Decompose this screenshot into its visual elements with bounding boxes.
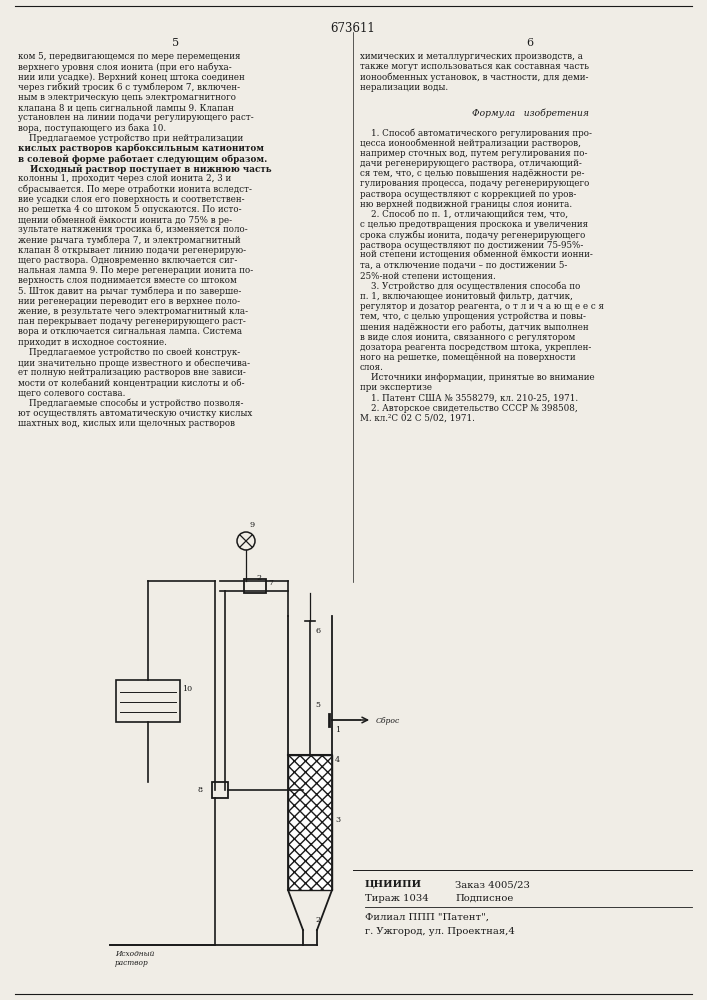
Text: приходит в исходное состояние.: приходит в исходное состояние. xyxy=(18,338,167,347)
Text: Сброс: Сброс xyxy=(376,717,400,725)
Bar xyxy=(244,579,266,593)
Text: щего раствора. Одновременно включается сиг-: щего раствора. Одновременно включается с… xyxy=(18,256,238,265)
Text: также могут использоваться как составная часть: также могут использоваться как составная… xyxy=(360,62,589,71)
Text: регулятор и дозатор реагента, о т л и ч а ю щ е е с я: регулятор и дозатор реагента, о т л и ч … xyxy=(360,302,604,311)
Text: ет полную нейтрализацию растворов вне зависи-: ет полную нейтрализацию растворов вне за… xyxy=(18,368,246,377)
Text: шахтных вод, кислых или щелочных растворов: шахтных вод, кислых или щелочных раствор… xyxy=(18,419,235,428)
Text: слоя.: слоя. xyxy=(360,363,384,372)
Text: 6: 6 xyxy=(315,627,320,635)
Text: Подписное: Подписное xyxy=(455,894,513,903)
Text: ют осуществлять автоматическую очистку кислых: ют осуществлять автоматическую очистку к… xyxy=(18,409,252,418)
Text: 6: 6 xyxy=(527,38,534,48)
Text: ню верхней подвижной границы слоя ионита.: ню верхней подвижной границы слоя ионита… xyxy=(360,200,572,209)
Text: колонны 1, проходит через слой ионита 2, 3 и: колонны 1, проходит через слой ионита 2,… xyxy=(18,174,231,183)
Text: мости от колебаний концентрации кислоты и об-: мости от колебаний концентрации кислоты … xyxy=(18,378,245,388)
Text: Филиал ППП "Патент",: Филиал ППП "Патент", xyxy=(365,913,489,922)
Text: вие усадки слоя его поверхность и соответствен-: вие усадки слоя его поверхность и соотве… xyxy=(18,195,245,204)
Text: клапана 8 и цепь сигнальной лампы 9. Клапан: клапана 8 и цепь сигнальной лампы 9. Кла… xyxy=(18,103,234,112)
Polygon shape xyxy=(288,755,332,890)
Text: Заказ 4005/23: Заказ 4005/23 xyxy=(455,880,530,889)
Text: Предлагаемое устройство при нейтрализации: Предлагаемое устройство при нейтрализаци… xyxy=(18,134,243,143)
Text: Предлагаемое устройство по своей конструк-: Предлагаемое устройство по своей констру… xyxy=(18,348,240,357)
Text: 2. Авторское свидетельство СССР № 398508,: 2. Авторское свидетельство СССР № 398508… xyxy=(360,404,578,413)
Text: 25%-ной степени истощения.: 25%-ной степени истощения. xyxy=(360,271,496,280)
Text: нальная лампа 9. По мере регенерации ионита по-: нальная лампа 9. По мере регенерации ион… xyxy=(18,266,253,275)
Text: верхнего уровня слоя ионита (при его набуха-: верхнего уровня слоя ионита (при его наб… xyxy=(18,62,232,72)
Text: жение рычага тумблера 7, и электромагнитный: жение рычага тумблера 7, и электромагнит… xyxy=(18,236,240,245)
Text: дачи регенерирующего раствора, отличающий-: дачи регенерирующего раствора, отличающи… xyxy=(360,159,582,168)
Text: та, а отключение подачи – по достижении 5-: та, а отключение подачи – по достижении … xyxy=(360,261,568,270)
Text: в виде слоя ионита, связанного с регулятором: в виде слоя ионита, связанного с регулят… xyxy=(360,332,575,342)
Text: 7: 7 xyxy=(268,579,273,587)
Text: верхность слоя поднимается вместе со штоком: верхность слоя поднимается вместе со што… xyxy=(18,276,237,285)
Text: 2: 2 xyxy=(315,916,320,924)
Text: например сточных вод, путем регулирования по-: например сточных вод, путем регулировани… xyxy=(360,149,588,158)
Text: 5. Шток давит на рычаг тумблера и по заверше-: 5. Шток давит на рычаг тумблера и по зав… xyxy=(18,287,241,296)
Text: п. 1, включающее ионитовый фильтр, датчик,: п. 1, включающее ионитовый фильтр, датчи… xyxy=(360,292,573,301)
Text: пан перекрывает подачу регенерирующего раст-: пан перекрывает подачу регенерирующего р… xyxy=(18,317,246,326)
Text: при экспертизе: при экспертизе xyxy=(360,383,432,392)
Text: 1. Патент США № 3558279, кл. 210-25, 1971.: 1. Патент США № 3558279, кл. 210-25, 197… xyxy=(360,394,578,403)
Text: вора и отключается сигнальная лампа. Система: вора и отключается сигнальная лампа. Сис… xyxy=(18,327,242,336)
Text: в солевой форме работает следующим образом.: в солевой форме работает следующим образ… xyxy=(18,154,267,163)
Text: жение, в результате чего электромагнитный кла-: жение, в результате чего электромагнитны… xyxy=(18,307,248,316)
Text: Тираж 1034: Тираж 1034 xyxy=(365,894,428,903)
Text: Источники информации, принятые во внимание: Источники информации, принятые во вниман… xyxy=(360,373,595,382)
Text: вора, поступающего из бака 10.: вора, поступающего из бака 10. xyxy=(18,123,166,133)
Text: щего солевого состава.: щего солевого состава. xyxy=(18,389,125,398)
Text: с целью предотвращения проскока и увеличения: с целью предотвращения проскока и увелич… xyxy=(360,220,588,229)
Text: тем, что, с целью упрощения устройства и повы-: тем, что, с целью упрощения устройства и… xyxy=(360,312,586,321)
Text: 9: 9 xyxy=(249,521,254,529)
Text: щении обменной ёмкости ионита до 75% в ре-: щении обменной ёмкости ионита до 75% в р… xyxy=(18,215,232,225)
Text: но решетка 4 со штоком 5 опускаются. По исто-: но решетка 4 со штоком 5 опускаются. По … xyxy=(18,205,242,214)
Text: ции значительно проще известного и обеспечива-: ции значительно проще известного и обесп… xyxy=(18,358,250,367)
Text: Исходный раствор поступает в нижнюю часть: Исходный раствор поступает в нижнюю част… xyxy=(18,164,271,174)
Text: 2: 2 xyxy=(256,574,261,582)
Text: ного на решетке, помещённой на поверхности: ного на решетке, помещённой на поверхнос… xyxy=(360,353,575,362)
Text: через гибкий тросик 6 с тумблером 7, включен-: через гибкий тросик 6 с тумблером 7, вкл… xyxy=(18,83,240,92)
Text: кислых растворов карбоксильным катионитом: кислых растворов карбоксильным катионито… xyxy=(18,144,264,153)
Text: 10: 10 xyxy=(182,685,192,693)
Text: нерализации воды.: нерализации воды. xyxy=(360,83,448,92)
Text: 5: 5 xyxy=(173,38,180,48)
Text: раствора осуществляют с коррекцией по уров-: раствора осуществляют с коррекцией по ур… xyxy=(360,190,576,199)
Text: срока службы ионита, подачу регенерирующего: срока службы ионита, подачу регенерирующ… xyxy=(360,231,585,240)
Text: 1. Способ автоматического регулирования про-: 1. Способ автоматического регулирования … xyxy=(360,128,592,138)
Text: ионообменных установок, в частности, для деми-: ионообменных установок, в частности, для… xyxy=(360,72,588,82)
Bar xyxy=(212,782,228,798)
Text: сбрасывается. По мере отработки ионита вследст-: сбрасывается. По мере отработки ионита в… xyxy=(18,185,252,194)
Text: Предлагаемые способы и устройство позволя-: Предлагаемые способы и устройство позвол… xyxy=(18,399,243,408)
Text: шения надёжности его работы, датчик выполнен: шения надёжности его работы, датчик выпо… xyxy=(360,322,589,332)
Bar xyxy=(116,680,180,722)
Text: ся тем, что, с целью повышения надёжности ре-: ся тем, что, с целью повышения надёжност… xyxy=(360,169,585,178)
Text: цесса ионообменной нейтрализации растворов,: цесса ионообменной нейтрализации раствор… xyxy=(360,139,581,148)
Text: Исходный
раствор: Исходный раствор xyxy=(115,950,154,967)
Text: ЦНИИПИ: ЦНИИПИ xyxy=(365,880,422,889)
Text: клапан 8 открывает линию подачи регенерирую-: клапан 8 открывает линию подачи регенери… xyxy=(18,246,246,255)
Text: 8: 8 xyxy=(197,786,202,794)
Text: 2. Способ по п. 1, отличающийся тем, что,: 2. Способ по п. 1, отличающийся тем, что… xyxy=(360,210,568,219)
Text: ком 5, передвигающемся по мере перемещения: ком 5, передвигающемся по мере перемещен… xyxy=(18,52,240,61)
Text: 3. Устройство для осуществления способа по: 3. Устройство для осуществления способа … xyxy=(360,282,580,291)
Text: дозатора реагента посредством штока, укреплен-: дозатора реагента посредством штока, укр… xyxy=(360,343,591,352)
Text: 4: 4 xyxy=(335,756,340,764)
Text: Формула   изобретения: Формула изобретения xyxy=(472,108,588,118)
Text: раствора осуществляют по достижении 75-95%-: раствора осуществляют по достижении 75-9… xyxy=(360,241,583,250)
Text: 1: 1 xyxy=(335,726,340,734)
Text: М. кл.²С 02 С 5/02, 1971.: М. кл.²С 02 С 5/02, 1971. xyxy=(360,414,475,423)
Text: химических и металлургических производств, а: химических и металлургических производст… xyxy=(360,52,583,61)
Text: установлен на линии подачи регулирующего раст-: установлен на линии подачи регулирующего… xyxy=(18,113,254,122)
Text: зультате натяжения тросика 6, изменяется поло-: зультате натяжения тросика 6, изменяется… xyxy=(18,225,247,234)
Text: 673611: 673611 xyxy=(331,22,375,35)
Text: 5: 5 xyxy=(315,701,320,709)
Text: нии регенерации переводит его в верхнее поло-: нии регенерации переводит его в верхнее … xyxy=(18,297,240,306)
Text: 3: 3 xyxy=(335,816,340,824)
Text: ным в электрическую цепь электромагнитного: ным в электрическую цепь электромагнитно… xyxy=(18,93,236,102)
Text: гулирования процесса, подачу регенерирующего: гулирования процесса, подачу регенерирую… xyxy=(360,180,590,188)
Text: нии или усадке). Верхний конец штока соединен: нии или усадке). Верхний конец штока сое… xyxy=(18,72,245,82)
Text: ной степени истощения обменной ёмкости ионни-: ной степени истощения обменной ёмкости и… xyxy=(360,251,593,260)
Text: г. Ужгород, ул. Проектная,4: г. Ужгород, ул. Проектная,4 xyxy=(365,927,515,936)
